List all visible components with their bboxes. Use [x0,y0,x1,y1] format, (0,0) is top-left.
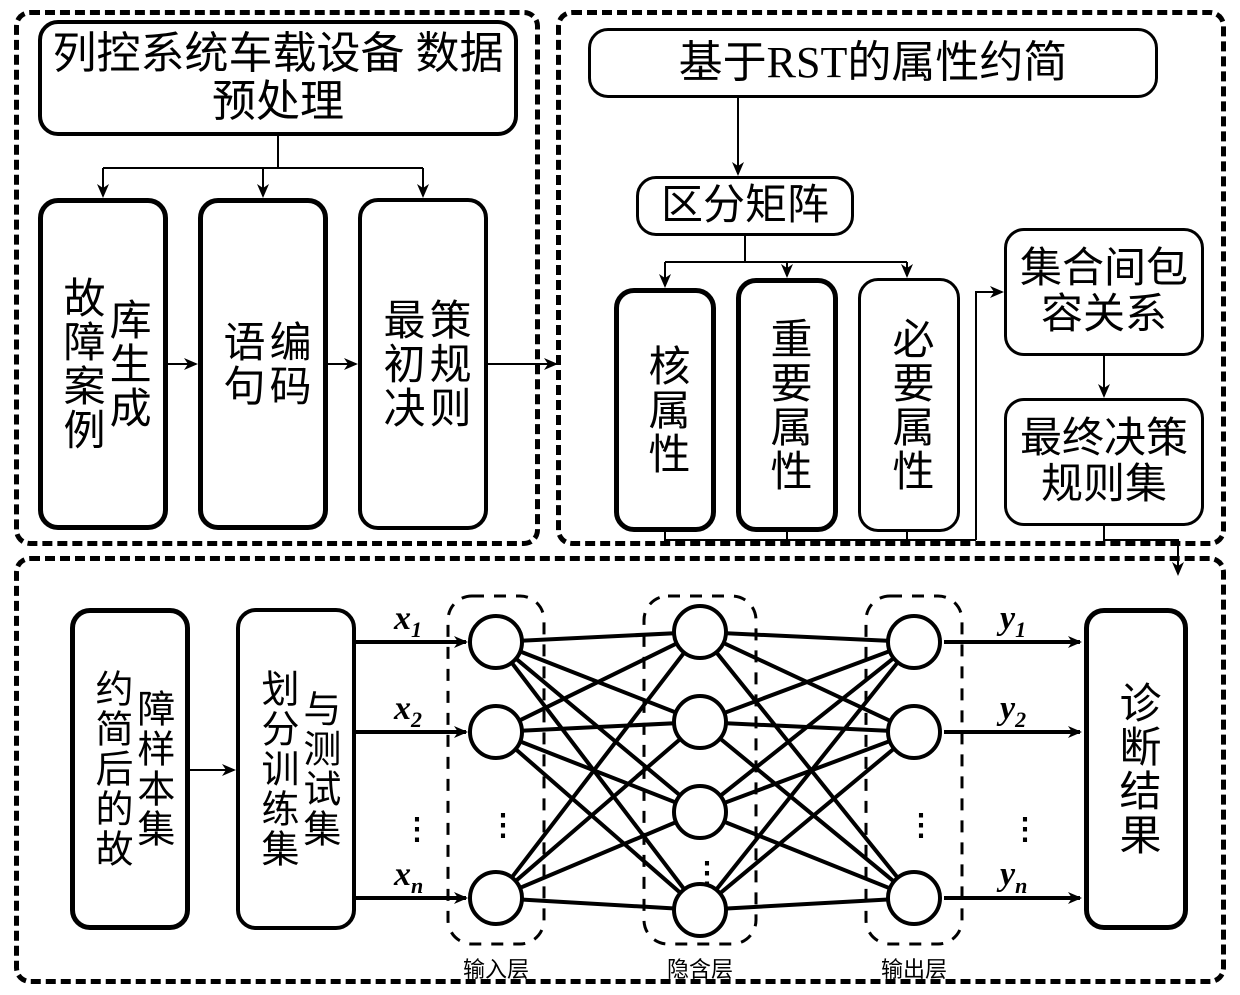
input-label-1: x1 [394,600,422,643]
ellipsis-2: ⋮ [906,808,936,843]
output-label-1: y1 [1000,600,1026,643]
label: 最终决策 规则集 [1015,416,1193,508]
box-fault-case: 故障案例库生成 [38,198,168,530]
input-label-2: x2 [394,690,422,733]
box-final-ruleset: 最终决策 规则集 [1004,398,1204,526]
label: 集合间包 容关系 [1015,246,1193,338]
label: 区分矩阵 [661,183,829,229]
box-tl-title: 列控系统车载设备 数据预处理 [38,20,518,136]
box-tr-title: 基于RST的属性约简 [588,28,1158,98]
box-reduced-samples: 约简后的故障样本集 [70,608,190,930]
ellipsis-1: ⋮ [692,856,722,891]
ellipsis-0: ⋮ [488,808,518,843]
box-sentence-encode: 语句编码 [198,198,328,530]
box-dist-matrix: 区分矩阵 [636,176,854,236]
box-important-attr: 重要属性 [736,278,838,532]
input-label-n: xn [394,856,423,899]
label: 基于RST的属性约简 [679,39,1068,87]
label: 列控系统车载设备 数据预处理 [50,30,506,127]
caption-output-layer: 输出层 [866,952,962,984]
output-label-n: yn [1000,856,1027,899]
box-initial-rule: 最初决策规则 [358,198,488,530]
panel-bottom [14,556,1226,984]
box-diagnosis-result: 诊断结果 [1084,608,1188,930]
box-necessary-attr: 必要属性 [858,278,960,532]
ellipsis-4: ⋮ [1010,812,1040,847]
box-split-sets: 划分训练集与测试集 [236,608,356,930]
output-label-2: y2 [1000,690,1026,733]
box-core-attr: 核属性 [614,288,716,532]
box-inclusion-rel: 集合间包 容关系 [1004,228,1204,356]
ellipsis-3: ⋮ [402,812,432,847]
caption-input-layer: 输入层 [448,952,544,984]
caption-hidden-layer: 隐含层 [644,952,756,984]
